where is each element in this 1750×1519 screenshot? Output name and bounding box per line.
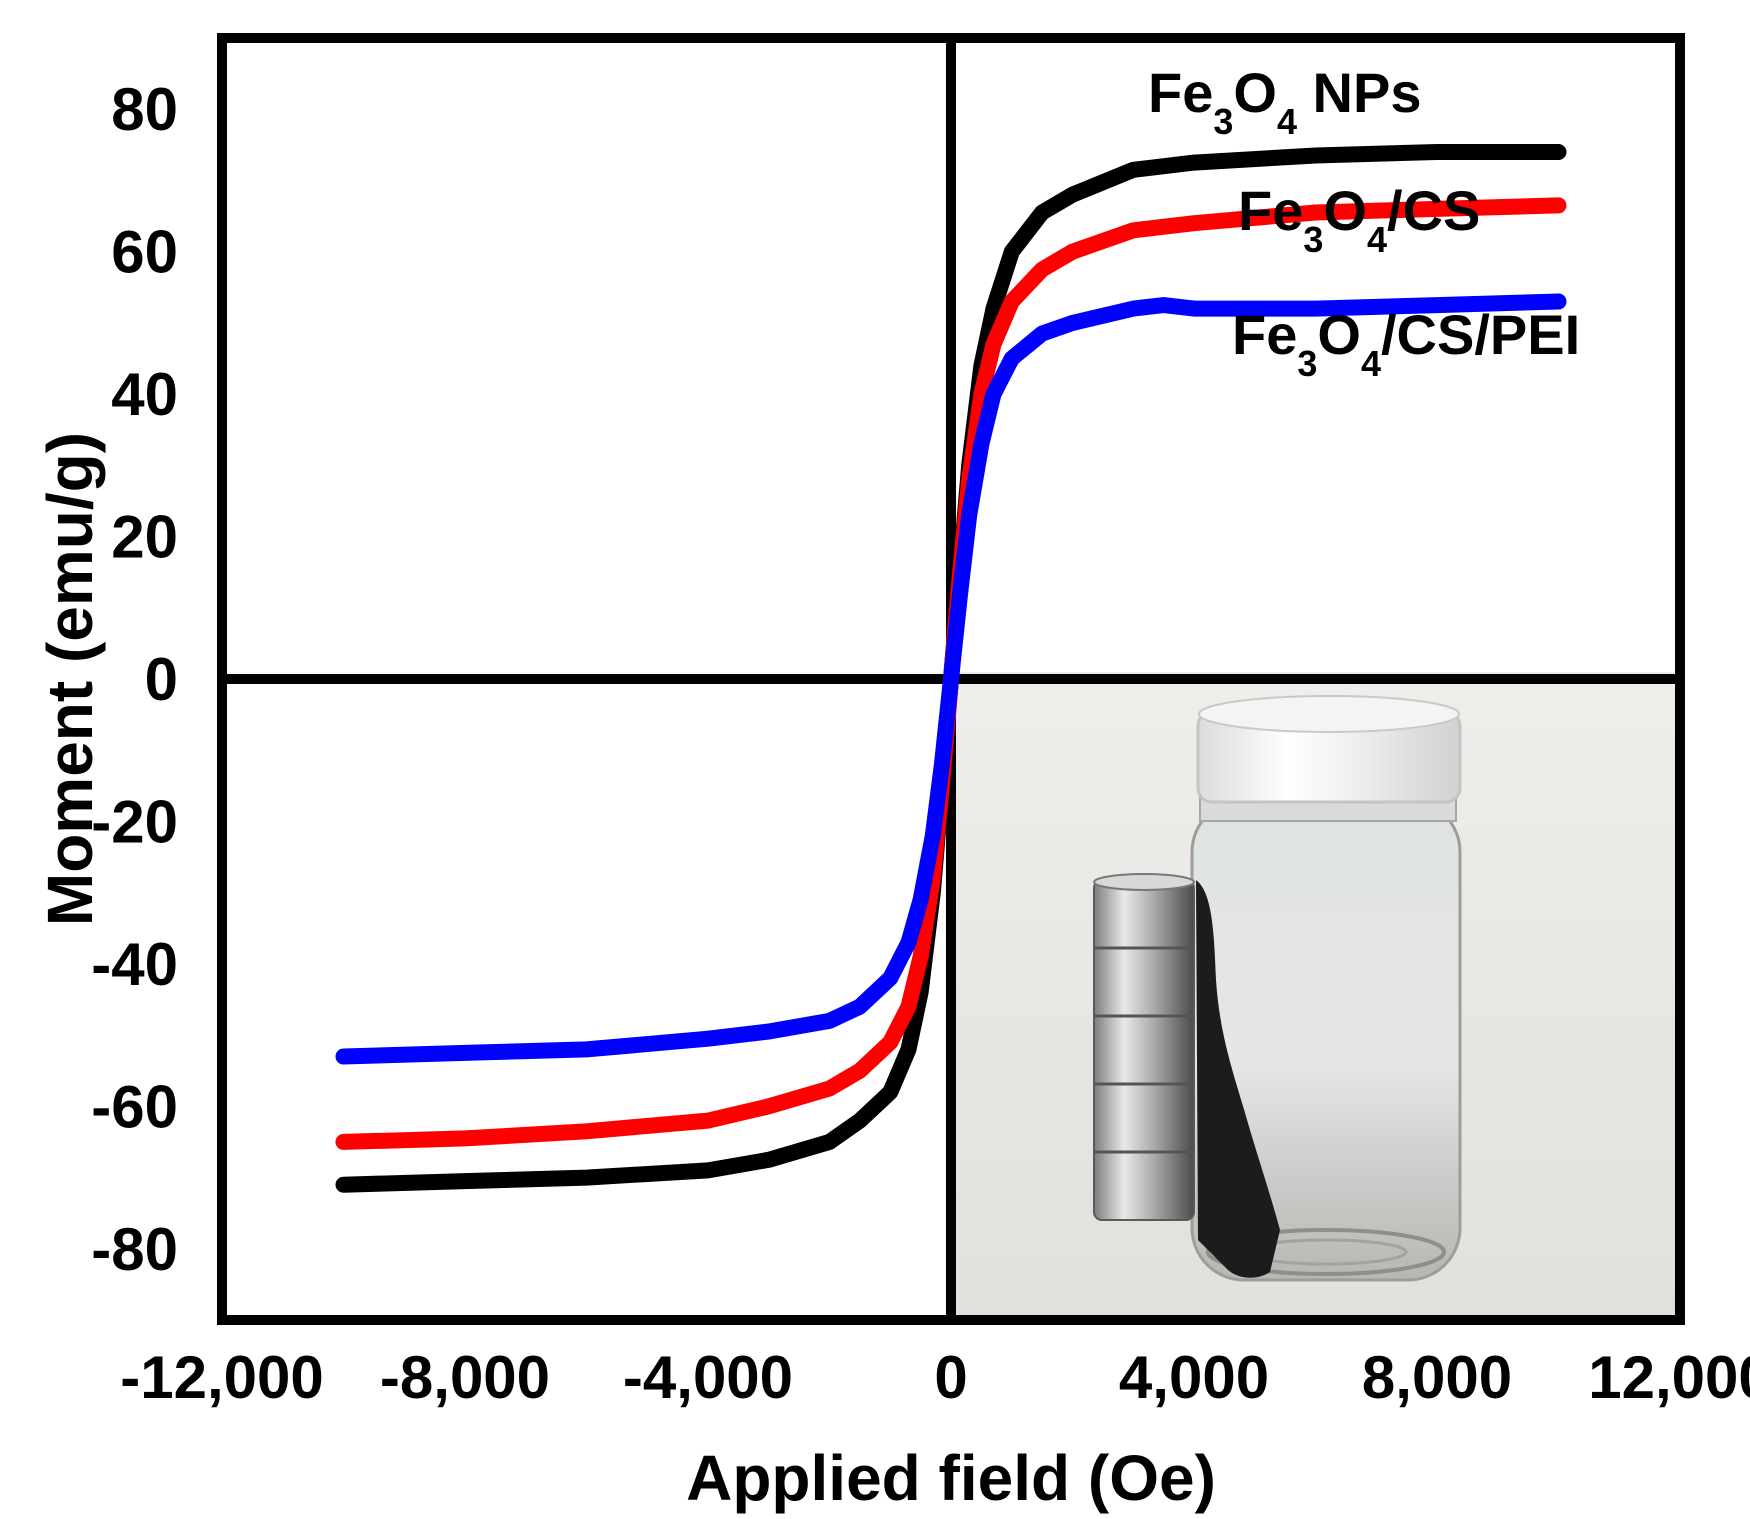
y-tick-label: 80 <box>111 76 178 143</box>
y-tick-label: 40 <box>111 361 178 428</box>
stacked-magnet <box>1093 873 1195 1221</box>
y-tick-label: 0 <box>145 646 178 713</box>
y-tick-label: -40 <box>91 931 178 998</box>
y-axis-title: Moment (emu/g) <box>34 432 106 926</box>
vial-cap-top <box>1198 695 1460 733</box>
x-axis-tick-labels: -12,000 -8,000 -4,000 0 4,000 8,000 12,000 <box>120 1344 1750 1411</box>
series-label-2: Fe3O4/CS/PEI <box>1232 303 1580 384</box>
series-label-0: Fe3O4 NPs <box>1148 61 1421 142</box>
series-layer <box>335 144 1567 1193</box>
y-tick-label: -60 <box>91 1073 178 1140</box>
y-tick-label: -20 <box>91 788 178 855</box>
series-labels: Fe3O4 NPs Fe3O4/CS Fe3O4/CS/PEI <box>1148 61 1580 384</box>
x-tick-label: 4,000 <box>1119 1344 1269 1411</box>
y-tick-label: 60 <box>111 219 178 286</box>
series-line-2 <box>335 293 1567 1065</box>
magnetic-particle-layer <box>1196 880 1280 1278</box>
y-axis-tick-labels: -80 -60 -40 -20 0 20 40 60 80 <box>91 76 178 1283</box>
series-label-1: Fe3O4/CS <box>1238 179 1480 260</box>
y-tick-label: 20 <box>111 504 178 571</box>
x-tick-label: -4,000 <box>623 1344 793 1411</box>
x-tick-label: 12,000 <box>1588 1344 1750 1411</box>
inset-photo-vial-and-magnet <box>952 672 1680 1320</box>
y-tick-label: -80 <box>91 1216 178 1283</box>
vial-bottom-ring <box>1206 1228 1446 1276</box>
x-axis-title: Applied field (Oe) <box>686 1442 1216 1514</box>
x-tick-label: 0 <box>934 1344 967 1411</box>
x-tick-label: 8,000 <box>1362 1344 1512 1411</box>
x-tick-label: -8,000 <box>380 1344 550 1411</box>
x-tick-label: -12,000 <box>120 1344 324 1411</box>
